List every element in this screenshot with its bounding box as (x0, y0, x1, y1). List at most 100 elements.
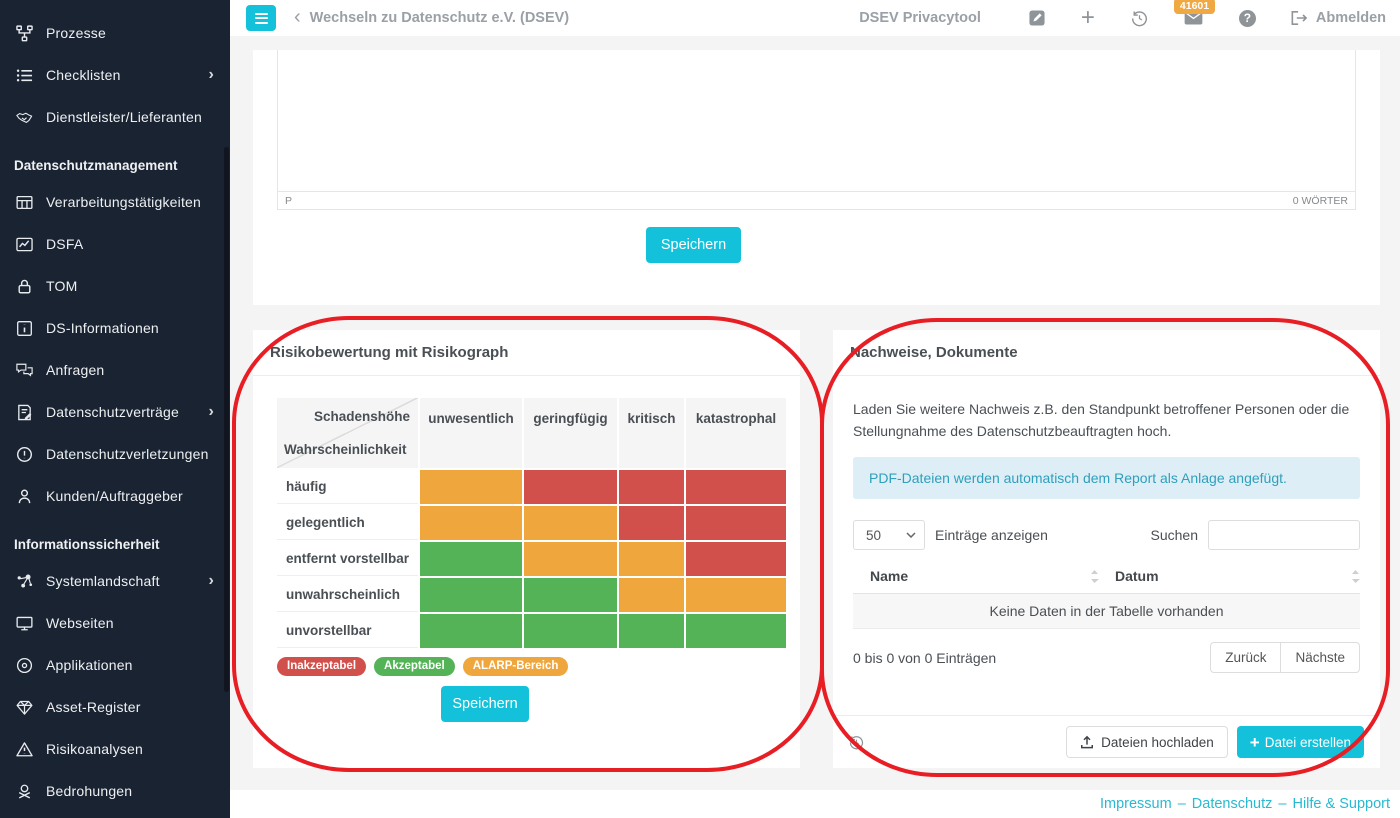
plus-icon: + (1249, 732, 1260, 752)
matrix-cell-2-3[interactable] (619, 506, 684, 540)
matrix-cell-1-4[interactable] (686, 470, 786, 504)
switch-client-link[interactable]: ‹ Wechseln zu Datenschutz e.V. (DSEV) (294, 5, 570, 28)
matrix-cell-5-1[interactable] (420, 614, 522, 648)
matrix-cell-4-3[interactable] (619, 578, 684, 612)
documents-card-footer: Dateien hochladen + Datei erstellen (833, 715, 1380, 768)
next-page-button[interactable]: Nächste (1280, 643, 1359, 673)
history-icon[interactable] (849, 735, 864, 750)
matrix-axis-cell: Schadenshöhe Wahrscheinlichkeit (277, 398, 418, 468)
matrix-cell-4-4[interactable] (686, 578, 786, 612)
matrix-col-axis-label: Schadenshöhe (313, 409, 410, 424)
risk-card-title: Risikobewertung mit Risikograph (253, 330, 800, 376)
footer-links: Impressum – Datenschutz – Hilfe & Support (230, 790, 1400, 818)
sidebar-item-bedrohungen[interactable]: Bedrohungen (0, 770, 230, 812)
matrix-cell-2-2[interactable] (524, 506, 617, 540)
matrix-cell-5-2[interactable] (524, 614, 617, 648)
network-icon (14, 572, 35, 590)
sidebar-item-checklisten[interactable]: Checklisten › (0, 54, 230, 96)
column-label: Name (870, 568, 909, 585)
matrix-cell-1-1[interactable] (420, 470, 522, 504)
matrix-col-header-katastrophal: katastrophal (686, 398, 786, 468)
messages-button[interactable]: 41601 (1173, 0, 1216, 25)
matrix-cell-4-1[interactable] (420, 578, 522, 612)
warning-triangle-icon (14, 740, 35, 758)
alert-circle-icon (14, 445, 35, 463)
matrix-cell-2-4[interactable] (686, 506, 786, 540)
checklist-icon (14, 66, 35, 84)
matrix-cell-5-3[interactable] (619, 614, 684, 648)
sidebar-item-systemlandschaft[interactable]: Systemlandschaft › (0, 560, 230, 602)
sidebar-scrollbar[interactable] (224, 147, 229, 692)
switch-client-label: Wechseln zu Datenschutz e.V. (DSEV) (309, 10, 570, 26)
sidebar-item-tom[interactable]: TOM (0, 265, 230, 307)
sidebar-item-datenschutzverträge[interactable]: Datenschutzverträge › (0, 391, 230, 433)
editor-content-area[interactable] (278, 50, 1355, 192)
column-header-name[interactable]: Name (853, 568, 1115, 584)
sidebar-item-webseiten[interactable]: Webseiten (0, 602, 230, 644)
page-size-select[interactable]: 50 (853, 520, 925, 551)
prev-page-button[interactable]: Zurück (1225, 650, 1267, 666)
upload-label: Dateien hochladen (1101, 734, 1214, 750)
help-icon[interactable]: ? (1238, 9, 1256, 27)
create-file-button[interactable]: + Datei erstellen (1236, 726, 1364, 758)
matrix-row-label-häufig: häufig (277, 470, 418, 504)
sidebar-item-kunden-auftraggeber[interactable]: Kunden/Auftraggeber (0, 475, 230, 517)
matrix-cell-3-4[interactable] (686, 542, 786, 576)
upload-files-button[interactable]: Dateien hochladen (1066, 726, 1228, 758)
footer-link-impressum[interactable]: Impressum (1099, 796, 1172, 812)
sidebar-item-label: Systemlandschaft (46, 573, 160, 589)
save-button[interactable]: Speichern (646, 227, 741, 263)
sidebar-item-label: TOM (46, 278, 78, 294)
risk-legend: Inakzeptabel Akzeptabel ALARP-Bereich (277, 657, 569, 676)
sidebar-item-datenschutzverletzungen[interactable]: Datenschutzverletzungen (0, 433, 230, 475)
app-name: DSEV Privacytool (859, 10, 981, 26)
logout-label: Abmelden (1315, 10, 1386, 26)
sidebar-item-label: Bedrohungen (46, 783, 133, 799)
save-button[interactable]: Speichern (441, 686, 529, 722)
sidebar-item-anfragen[interactable]: Anfragen (0, 349, 230, 391)
menu-toggle-button[interactable] (246, 5, 276, 31)
column-header-datum[interactable]: Datum (1115, 568, 1360, 584)
sidebar-item-label: Datenschutzverträge (46, 404, 179, 420)
logout-icon (1290, 10, 1308, 26)
matrix-cell-3-2[interactable] (524, 542, 617, 576)
sidebar-item-dienstleister-lieferanten[interactable]: Dienstleister/Lieferanten (0, 96, 230, 138)
page-size-value: 50 (866, 527, 882, 543)
plus-icon[interactable]: + (1080, 4, 1095, 31)
sidebar-item-label: DS-Informationen (46, 320, 159, 336)
logout-button[interactable]: Abmelden (1290, 10, 1386, 26)
footer-link-datenschutz[interactable]: Datenschutz (1191, 796, 1273, 812)
matrix-cell-5-4[interactable] (686, 614, 786, 648)
documents-card: Nachweise, Dokumente Laden Sie weitere N… (833, 330, 1380, 768)
sidebar-item-risikoanalysen[interactable]: Risikoanalysen (0, 728, 230, 770)
sidebar-item-label: Kunden/Auftraggeber (46, 488, 183, 504)
chart-icon (14, 235, 35, 253)
matrix-cell-1-3[interactable] (619, 470, 684, 504)
sidebar-item-ds-informationen[interactable]: DS-Informationen (0, 307, 230, 349)
sidebar-item-applikationen[interactable]: Applikationen (0, 644, 230, 686)
sidebar-item-asset-register[interactable]: Asset-Register (0, 686, 230, 728)
search-input[interactable] (1208, 520, 1360, 551)
matrix-cell-1-2[interactable] (524, 470, 617, 504)
sidebar-item-label: Asset-Register (46, 699, 141, 715)
richtext-editor[interactable]: P 0 WÖRTER (277, 50, 1356, 210)
footer-link-hilfe-support[interactable]: Hilfe & Support (1292, 796, 1390, 812)
back-chevron-icon: ‹ (294, 5, 301, 28)
sidebar-item-verarbeitungstätigkeiten[interactable]: Verarbeitungstätigkeiten (0, 181, 230, 223)
risk-card: Risikobewertung mit Risikograph Schadens… (253, 330, 800, 768)
gem-icon (14, 698, 35, 716)
info-square-icon (14, 319, 35, 337)
matrix-cell-3-1[interactable] (420, 542, 522, 576)
history-icon[interactable] (1131, 10, 1148, 27)
matrix-cell-3-3[interactable] (619, 542, 684, 576)
chevron-right-icon: › (208, 403, 214, 420)
search-label: Suchen (1150, 527, 1198, 544)
matrix-cell-4-2[interactable] (524, 578, 617, 612)
sidebar-item-label: Dienstleister/Lieferanten (46, 109, 202, 125)
sidebar-item-dsfa[interactable]: DSFA (0, 223, 230, 265)
matrix-cell-2-1[interactable] (420, 506, 522, 540)
legend-pill-alarp-bereich: ALARP-Bereich (462, 657, 569, 676)
edit-icon[interactable] (1029, 10, 1045, 26)
sidebar-item-prozesse[interactable]: Prozesse (0, 12, 230, 54)
matrix-row-label-unvorstellbar: unvorstellbar (277, 614, 418, 648)
